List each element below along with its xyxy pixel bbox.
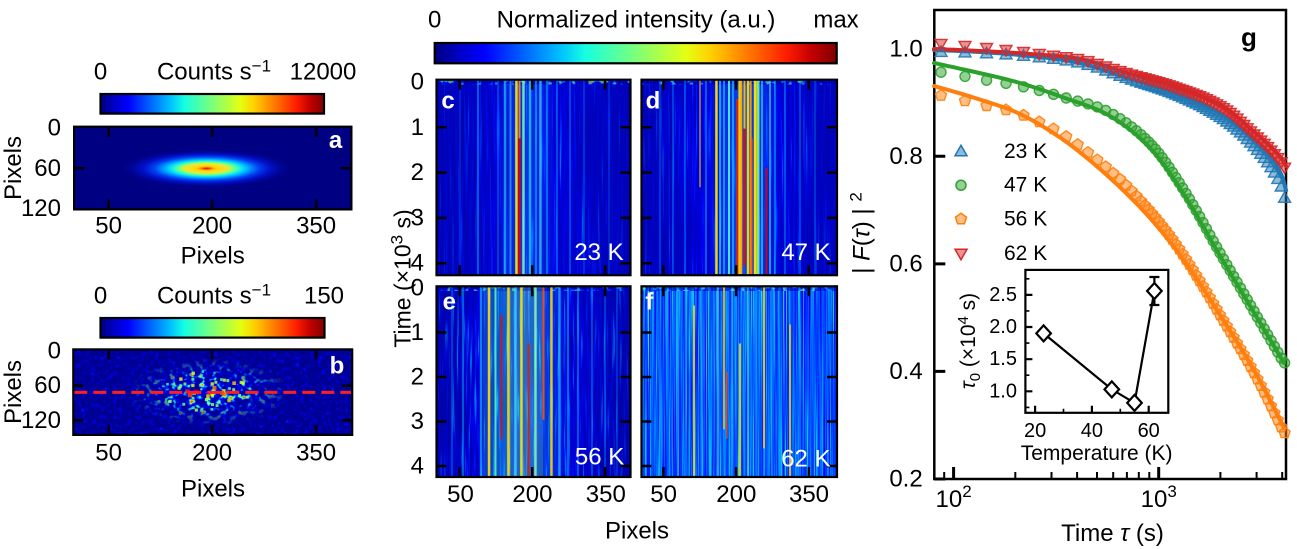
svg-text:2: 2 (411, 364, 424, 391)
svg-text:60: 60 (34, 372, 61, 399)
svg-text:0: 0 (411, 69, 424, 96)
svg-text:56 K: 56 K (1004, 208, 1047, 231)
svg-text:23 K: 23 K (1004, 140, 1047, 163)
svg-text:62 K: 62 K (1004, 242, 1047, 265)
svg-text:Pixels: Pixels (181, 243, 245, 270)
svg-text:0: 0 (411, 275, 424, 302)
svg-text:50: 50 (95, 213, 122, 240)
svg-text:0: 0 (428, 7, 441, 34)
svg-text:Time (×103 s): Time (×103 s) (388, 209, 416, 347)
svg-text:350: 350 (586, 481, 626, 508)
svg-text:1.0: 1.0 (889, 35, 922, 62)
svg-text:Temperature (K): Temperature (K) (1021, 442, 1173, 465)
svg-text:d: d (646, 88, 661, 115)
svg-text:200: 200 (512, 481, 552, 508)
svg-text:b: b (330, 353, 345, 380)
svg-text:200: 200 (716, 481, 756, 508)
svg-text:0.4: 0.4 (889, 358, 922, 385)
svg-text:0.2: 0.2 (889, 466, 922, 493)
svg-text:0: 0 (48, 114, 61, 141)
svg-text:0.6: 0.6 (889, 250, 922, 277)
svg-text:2.0: 2.0 (989, 316, 1017, 338)
svg-text:350: 350 (296, 213, 336, 240)
svg-text:56 K: 56 K (575, 444, 624, 471)
svg-text:60: 60 (1138, 420, 1160, 442)
svg-text:1.5: 1.5 (989, 348, 1017, 370)
svg-text:50: 50 (95, 440, 122, 467)
svg-text:Pixels: Pixels (181, 476, 245, 503)
svg-text:Pixels: Pixels (0, 136, 27, 200)
svg-text:0: 0 (94, 283, 107, 310)
svg-text:g: g (1241, 22, 1257, 52)
svg-text:2: 2 (411, 159, 424, 186)
svg-text:Pixels: Pixels (605, 518, 669, 545)
svg-text:max: max (813, 7, 858, 34)
svg-text:c: c (441, 88, 454, 115)
svg-text:40: 40 (1081, 420, 1103, 442)
svg-text:20: 20 (1024, 420, 1046, 442)
svg-text:a: a (329, 127, 343, 154)
svg-text:Time τ (s): Time τ (s) (1061, 520, 1164, 547)
svg-text:Pixels: Pixels (0, 360, 27, 424)
svg-text:47 K: 47 K (1004, 174, 1047, 197)
svg-text:Normalized intensity (a.u.): Normalized intensity (a.u.) (497, 7, 776, 34)
svg-text:1: 1 (411, 114, 424, 141)
svg-text:3: 3 (411, 408, 424, 435)
svg-text:4: 4 (411, 453, 424, 480)
svg-text:| F(τ) | 2: | F(τ) | 2 (847, 192, 876, 274)
svg-text:60: 60 (34, 155, 61, 182)
svg-text:4: 4 (411, 250, 424, 277)
svg-text:350: 350 (296, 440, 336, 467)
svg-text:12000: 12000 (290, 59, 357, 86)
svg-text:200: 200 (192, 213, 232, 240)
svg-text:0: 0 (48, 337, 61, 364)
svg-text:50: 50 (650, 481, 677, 508)
svg-text:50: 50 (447, 481, 474, 508)
svg-text:150: 150 (304, 283, 344, 310)
svg-text:120: 120 (21, 195, 61, 222)
svg-text:47 K: 47 K (781, 239, 830, 266)
svg-text:23 K: 23 K (574, 239, 623, 266)
svg-text:200: 200 (192, 440, 232, 467)
svg-text:3: 3 (411, 204, 424, 231)
svg-text:120: 120 (21, 407, 61, 434)
svg-text:0: 0 (94, 59, 107, 86)
svg-text:0.8: 0.8 (889, 143, 922, 170)
svg-text:τ0 (×104 s): τ0 (×104 s) (955, 293, 984, 389)
svg-text:2.5: 2.5 (989, 284, 1017, 306)
svg-text:1: 1 (411, 319, 424, 346)
svg-text:350: 350 (789, 481, 829, 508)
svg-text:62 K: 62 K (781, 446, 830, 473)
svg-text:f: f (645, 289, 654, 316)
svg-text:e: e (443, 289, 456, 316)
svg-text:1.0: 1.0 (989, 380, 1017, 402)
